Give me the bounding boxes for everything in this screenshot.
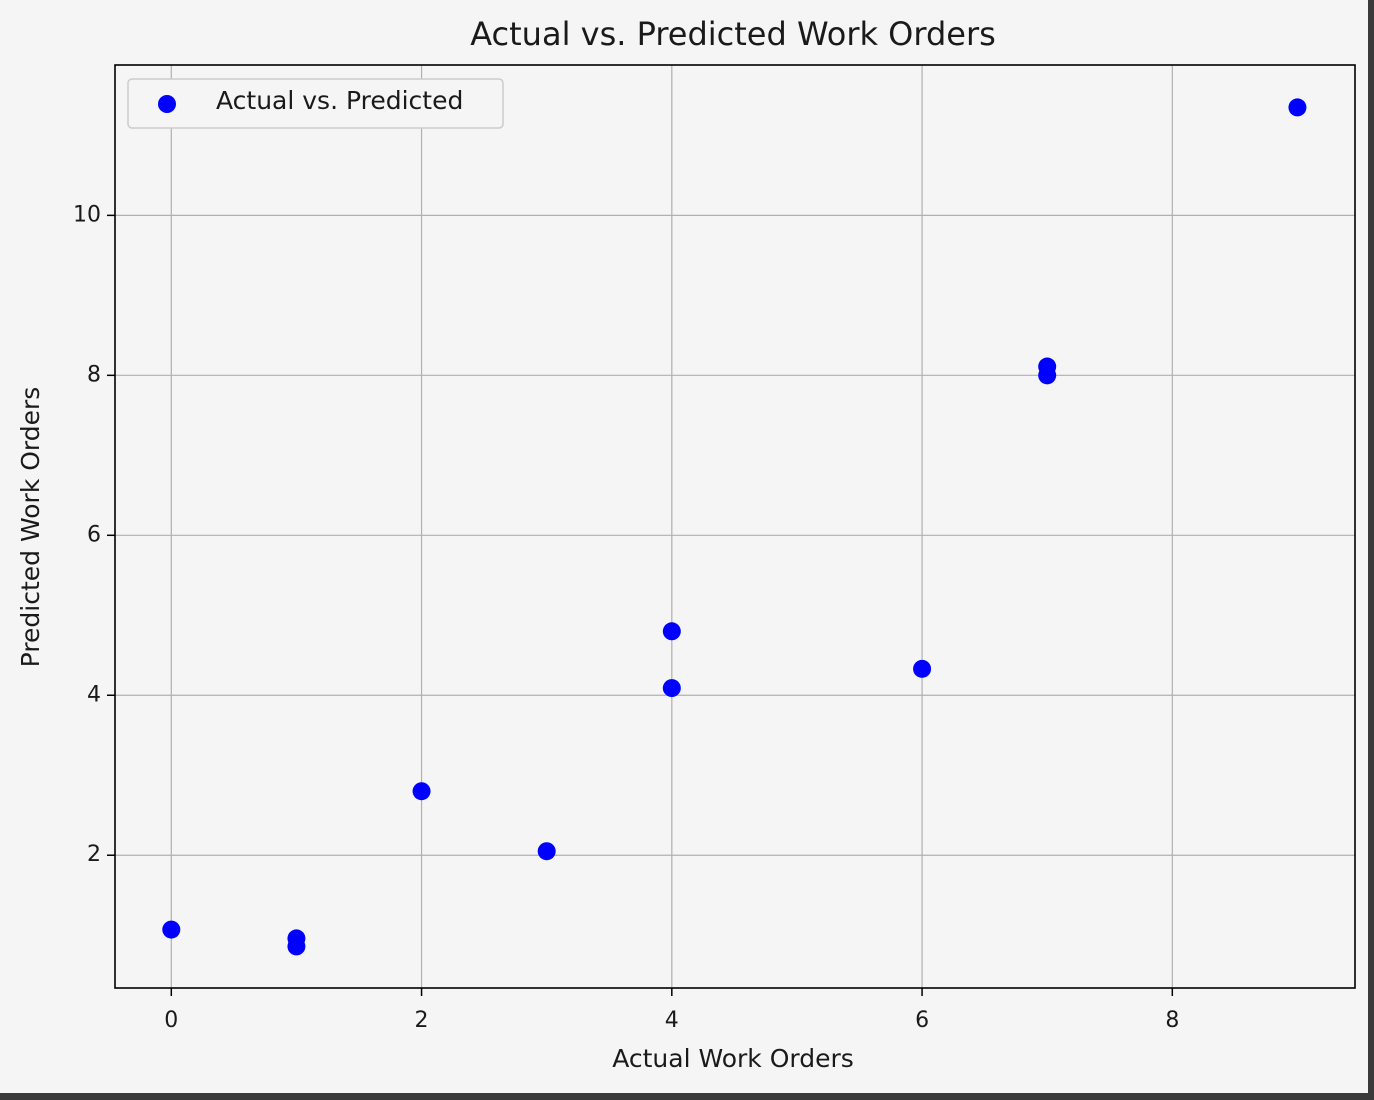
point [162,920,181,939]
legend-label: Actual vs. Predicted [216,86,463,115]
x-tick-label: 4 [665,1008,679,1033]
legend-box [127,78,504,129]
x-tick-label: 0 [164,1008,178,1033]
x-tick-label: 8 [1165,1008,1179,1033]
legend-marker [158,95,176,113]
point [913,659,932,678]
y-tick-label: 8 [87,362,101,387]
point [537,842,556,861]
window-edge [1368,0,1374,1100]
point [662,679,681,698]
point [662,622,681,641]
x-tick-label: 2 [415,1008,429,1033]
point [1038,366,1057,385]
point [412,782,431,801]
x-tick-label: 6 [915,1008,929,1033]
y-axis-label: Predicted Work Orders [16,387,45,668]
y-tick-label: 2 [87,842,101,867]
y-tick-label: 6 [87,522,101,547]
x-axis-label: Actual Work Orders [612,1044,854,1073]
y-tick-label: 4 [87,682,101,707]
point [1288,98,1307,117]
point [287,937,306,956]
plot-frame [114,64,1356,989]
window-edge [0,1093,1374,1100]
chart-title: Actual vs. Predicted Work Orders [470,15,996,53]
y-tick-label: 10 [73,202,101,227]
